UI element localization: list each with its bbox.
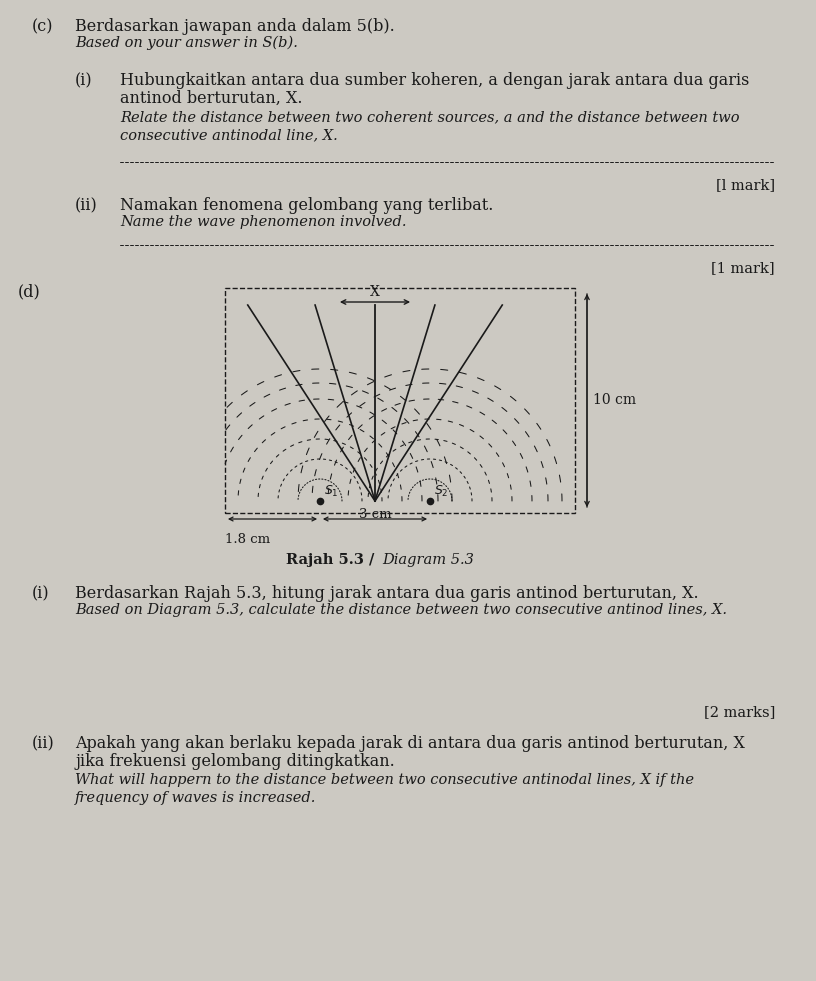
Text: (c): (c)	[32, 18, 54, 35]
Text: Based on your answer in S(b).: Based on your answer in S(b).	[75, 36, 298, 50]
Text: Berdasarkan Rajah 5.3, hitung jarak antara dua garis antinod berturutan, X.: Berdasarkan Rajah 5.3, hitung jarak anta…	[75, 585, 698, 602]
Bar	[225, 288, 575, 513]
Text: [2 marks]: [2 marks]	[703, 705, 775, 719]
Text: What will happern to the distance between two consecutive antinodal lines, X if : What will happern to the distance betwee…	[75, 773, 694, 787]
Text: Diagram 5.3: Diagram 5.3	[382, 553, 474, 567]
Text: Based on Diagram 5.3, calculate the distance between two consecutive antinod lin: Based on Diagram 5.3, calculate the dist…	[75, 603, 727, 617]
Text: $S_1$: $S_1$	[324, 484, 339, 499]
Text: (i): (i)	[32, 585, 50, 602]
Text: 1.8 cm: 1.8 cm	[225, 533, 270, 546]
Text: [l mark]: [l mark]	[716, 178, 775, 192]
Text: (ii): (ii)	[32, 735, 55, 752]
Text: X: X	[370, 285, 380, 299]
Text: (d): (d)	[18, 283, 41, 300]
Text: 10 cm: 10 cm	[593, 393, 636, 407]
Text: Apakah yang akan berlaku kepada jarak di antara dua garis antinod berturutan, X: Apakah yang akan berlaku kepada jarak di…	[75, 735, 745, 752]
Text: 3 cm: 3 cm	[359, 508, 392, 521]
Text: Hubungkaitkan antara dua sumber koheren, a dengan jarak antara dua garis: Hubungkaitkan antara dua sumber koheren,…	[120, 72, 749, 89]
Text: jika frekuensi gelombang ditingkatkan.: jika frekuensi gelombang ditingkatkan.	[75, 753, 395, 770]
Text: frequency of waves is increased.: frequency of waves is increased.	[75, 791, 317, 805]
Text: [1 mark]: [1 mark]	[712, 261, 775, 275]
Text: (ii): (ii)	[75, 197, 98, 214]
Text: Name the wave phenomenon involved.: Name the wave phenomenon involved.	[120, 215, 406, 229]
Text: consecutive antinodal line, X.: consecutive antinodal line, X.	[120, 128, 338, 142]
Text: Namakan fenomena gelombang yang terlibat.: Namakan fenomena gelombang yang terlibat…	[120, 197, 494, 214]
Text: Relate the distance between two coherent sources, a and the distance between two: Relate the distance between two coherent…	[120, 110, 739, 124]
Text: Berdasarkan jawapan anda dalam 5(b).: Berdasarkan jawapan anda dalam 5(b).	[75, 18, 395, 35]
Text: $S_2$: $S_2$	[434, 484, 449, 499]
Text: (i): (i)	[75, 72, 93, 89]
Text: Rajah 5.3 /: Rajah 5.3 /	[286, 553, 380, 567]
Text: antinod berturutan, X.: antinod berturutan, X.	[120, 90, 303, 107]
